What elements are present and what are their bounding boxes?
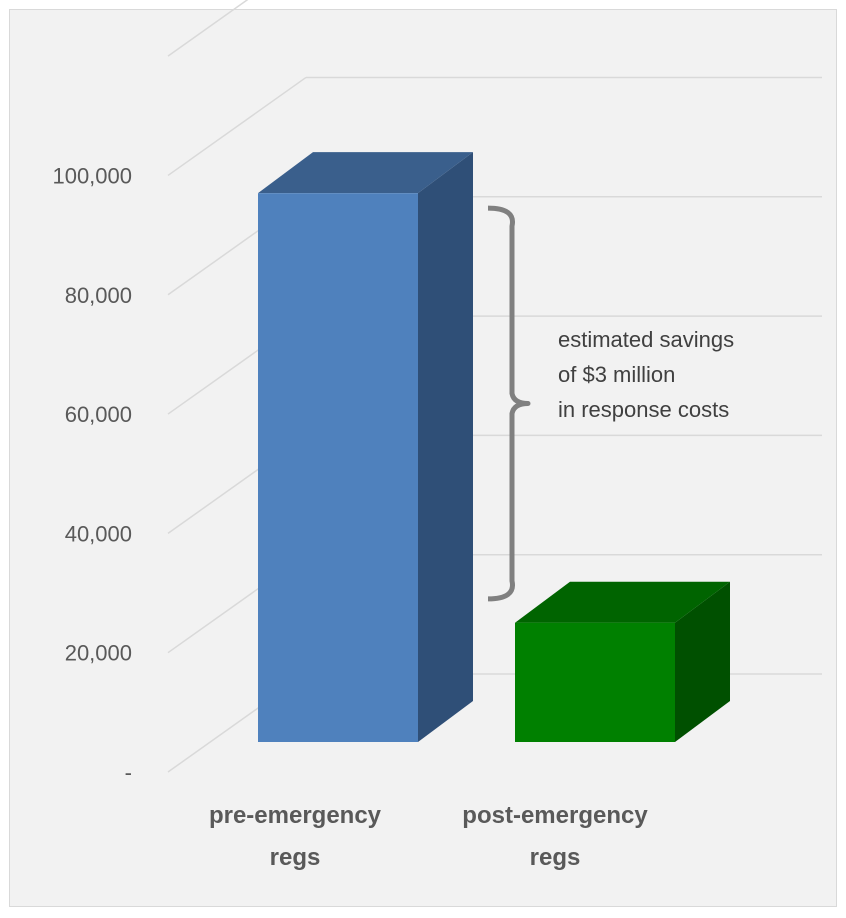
gridline-diagonal	[167, 76, 307, 177]
y-tick-label: 60,000	[65, 402, 132, 427]
bar-side	[675, 581, 730, 742]
annotation-line-2: of $3 million	[558, 362, 675, 387]
y-tick-label: 100,000	[52, 163, 132, 188]
annotation-line-3: in response costs	[558, 397, 729, 422]
y-tick-label: 40,000	[65, 521, 132, 546]
bar-front	[258, 193, 418, 742]
savings-annotation: estimated savings of $3 million in respo…	[487, 205, 734, 602]
category-label: regs	[530, 844, 581, 871]
bar-2	[515, 581, 730, 742]
bar-side	[418, 152, 473, 742]
bar-top	[258, 152, 473, 194]
y-tick-label: -	[125, 760, 132, 785]
y-axis-ticks: - 20,000 40,000 60,000 80,000 100,000	[52, 163, 132, 785]
y-tick-label: 20,000	[65, 641, 132, 666]
category-label: regs	[270, 844, 321, 871]
bar-front	[515, 622, 675, 742]
y-tick-label: 80,000	[65, 283, 132, 308]
savings-bracket	[487, 205, 531, 602]
category-label: pre-emergency	[209, 802, 382, 829]
bars	[258, 152, 730, 742]
x-axis-categories: pre-emergency regs post-emergency regs	[209, 802, 648, 871]
annotation-line-1: estimated savings	[558, 327, 734, 352]
category-label: post-emergency	[462, 802, 648, 829]
bar-1	[258, 152, 473, 742]
gridline-diagonal	[167, 0, 249, 57]
bar-top	[515, 581, 730, 623]
